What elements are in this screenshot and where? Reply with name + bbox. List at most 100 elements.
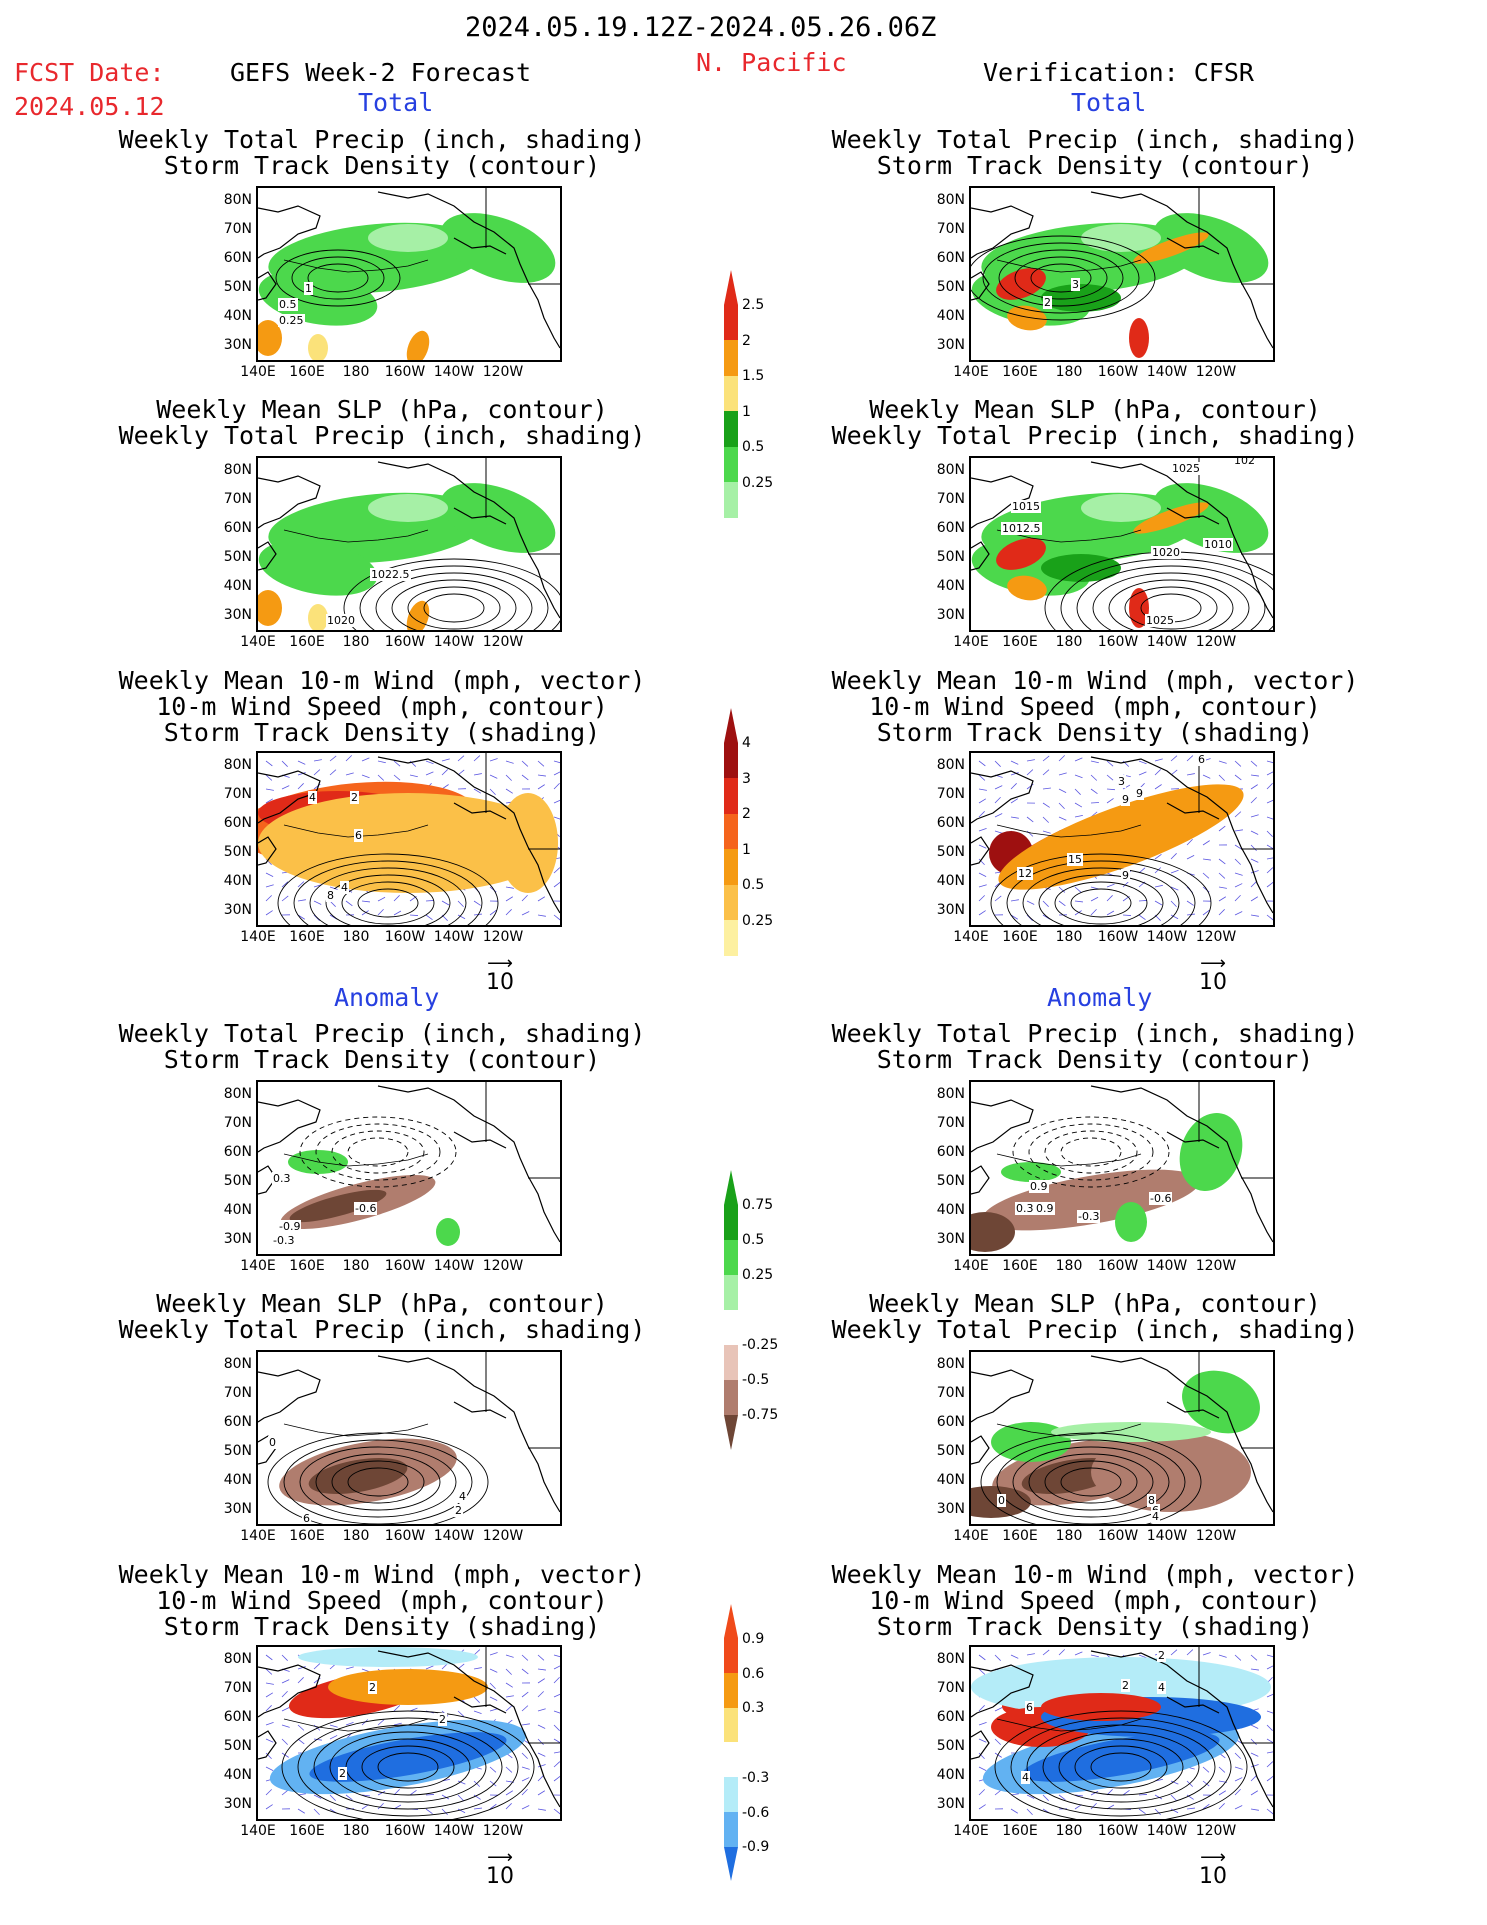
- map-panel-R3: 6 3 9 9 15 12 9: [969, 751, 1275, 927]
- lat-tick-label: 60N: [223, 1144, 252, 1160]
- lat-tick-label: 50N: [936, 844, 965, 860]
- colorbar-label: -0.9: [742, 1839, 770, 1856]
- lon-tick-label: 180: [342, 1823, 370, 1839]
- lat-tick-label: 40N: [223, 578, 252, 594]
- lat-tick-label: 40N: [223, 308, 252, 324]
- lon-tick-label: 120W: [482, 634, 524, 650]
- lat-tick-label: 70N: [936, 491, 965, 507]
- lon-tick-label: 140W: [1146, 1528, 1188, 1544]
- contour-label: 1025: [1145, 614, 1175, 627]
- lon-tick-label: 160E: [1002, 1258, 1038, 1274]
- lon-tick-label: 160E: [289, 1823, 325, 1839]
- lon-tick-label: 160E: [289, 634, 325, 650]
- map-panel-R5: 0864: [969, 1350, 1275, 1526]
- vector-ref-L6: ⟶ 10: [486, 1847, 514, 1890]
- lat-tick-label: 40N: [223, 1202, 252, 1218]
- contour-label: 0.25: [278, 314, 305, 327]
- lon-tick-label: 140E: [240, 364, 276, 380]
- lat-tick-label: 50N: [223, 1443, 252, 1459]
- title-R5: Weekly Mean SLP (hPa, contour) Weekly Tot…: [831, 1289, 1359, 1344]
- lon-tick-label: 160W: [1097, 364, 1139, 380]
- contour-label: 4: [1151, 1510, 1160, 1523]
- lat-tick-label: 80N: [223, 757, 252, 773]
- lon-tick-label: 140W: [1146, 1823, 1188, 1839]
- lat-tick-label: 30N: [223, 1231, 252, 1247]
- map-panel-R2: 1025 1015 1012.5 1020 1010 1025 102: [969, 456, 1275, 632]
- lat-tick-label: 60N: [936, 1144, 965, 1160]
- map-panel-L6: 2 2 2: [256, 1645, 562, 1821]
- lat-tick-label: 60N: [223, 520, 252, 536]
- lat-tick-label: 80N: [936, 1356, 965, 1372]
- contour-label: 2: [350, 791, 359, 804]
- colorbar-storm_anom: [724, 1604, 738, 1881]
- lon-tick-label: 180: [342, 929, 370, 945]
- lat-tick-label: 50N: [936, 279, 965, 295]
- colorbar-label: 4: [742, 735, 751, 752]
- lat-tick-label: 70N: [223, 491, 252, 507]
- lon-tick-label: 180: [342, 1528, 370, 1544]
- lat-tick-label: 30N: [223, 1501, 252, 1517]
- contour-label: -0.3: [1077, 1210, 1101, 1223]
- lat-tick-label: 30N: [936, 607, 965, 623]
- contour-label: 15: [1067, 853, 1083, 866]
- lon-tick-label: 140E: [240, 634, 276, 650]
- lat-tick-label: 80N: [223, 192, 252, 208]
- lon-tick-label: 160W: [384, 1258, 426, 1274]
- lon-tick-label: 140E: [953, 929, 989, 945]
- lat-tick-label: 80N: [223, 462, 252, 478]
- lon-tick-label: 120W: [482, 929, 524, 945]
- lat-tick-label: 70N: [936, 786, 965, 802]
- colorbar-label: 1: [742, 403, 751, 420]
- lon-tick-label: 140W: [1146, 929, 1188, 945]
- lat-tick-label: 40N: [936, 578, 965, 594]
- colorbar-label: 0.25: [742, 474, 774, 491]
- lon-tick-label: 140E: [953, 634, 989, 650]
- lon-tick-label: 160W: [1097, 1258, 1139, 1274]
- lat-tick-label: 70N: [223, 1385, 252, 1401]
- lon-tick-label: 120W: [1195, 1823, 1237, 1839]
- lat-tick-label: 30N: [223, 607, 252, 623]
- contour-label: 1020: [326, 614, 356, 627]
- title-L2: Weekly Mean SLP (hPa, contour) Weekly Tot…: [118, 395, 646, 450]
- lon-tick-label: 140E: [953, 364, 989, 380]
- vector-ref-R3: ⟶ 10: [1199, 953, 1227, 996]
- lat-tick-label: 60N: [936, 1414, 965, 1430]
- colorbar-label: 1.5: [742, 368, 765, 385]
- contour-label: 6: [1197, 753, 1206, 766]
- lon-tick-label: 160E: [1002, 364, 1038, 380]
- colorbar-label: -0.6: [742, 1804, 770, 1821]
- lon-tick-label: 140E: [240, 1258, 276, 1274]
- lon-tick-label: 160W: [1097, 929, 1139, 945]
- lon-tick-label: 140E: [240, 1528, 276, 1544]
- lon-tick-label: 160E: [1002, 929, 1038, 945]
- contour-label: -0.9: [278, 1220, 302, 1233]
- contour-label: 1020: [1151, 546, 1181, 559]
- left-anomaly-label: Anomaly: [334, 983, 440, 1012]
- lat-tick-label: 70N: [936, 1385, 965, 1401]
- lat-tick-label: 60N: [223, 250, 252, 266]
- lon-tick-label: 180: [1055, 929, 1083, 945]
- contour-label: 0: [268, 1436, 277, 1449]
- lat-tick-label: 60N: [936, 1709, 965, 1725]
- lat-tick-label: 30N: [223, 1796, 252, 1812]
- lon-tick-label: 180: [342, 1258, 370, 1274]
- colorbar-label: -0.75: [742, 1407, 779, 1423]
- right-anomaly-label: Anomaly: [1047, 983, 1153, 1012]
- contour-label: 2: [1043, 296, 1052, 309]
- lat-tick-label: 80N: [936, 462, 965, 478]
- region-label: N. Pacific: [696, 48, 847, 77]
- lat-tick-label: 40N: [936, 1472, 965, 1488]
- colorbar-label: -0.3: [742, 1769, 770, 1786]
- contour-label: 4: [1157, 1681, 1166, 1694]
- lon-tick-label: 160W: [384, 1528, 426, 1544]
- contour-label: 4: [340, 881, 349, 894]
- lat-tick-label: 30N: [936, 1231, 965, 1247]
- contour-label: 0.5: [278, 298, 298, 311]
- right-title: Verification: CFSR: [983, 58, 1254, 87]
- map-panel-L2: 1022.5 1020: [256, 456, 562, 632]
- lat-tick-label: 30N: [936, 1796, 965, 1812]
- contour-label: 9: [1135, 787, 1144, 800]
- lat-tick-label: 60N: [223, 1414, 252, 1430]
- fcst-date-value: 2024.05.12: [14, 92, 165, 121]
